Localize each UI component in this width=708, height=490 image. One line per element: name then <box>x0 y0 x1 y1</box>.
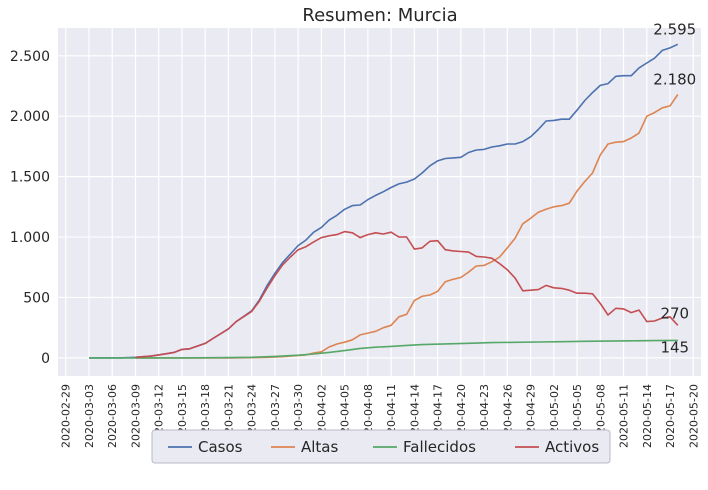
series-line-activos <box>135 230 679 359</box>
chart-title: Resumen: Murcia <box>302 5 457 26</box>
y-tick-label: 1.500 <box>10 170 50 186</box>
y-tick-label: 2.500 <box>10 49 50 65</box>
annotation-label: 145 <box>660 338 689 356</box>
y-tick-label: 1.000 <box>10 230 50 246</box>
series-line-fallecidos <box>89 339 678 359</box>
legend-label: Casos <box>198 438 243 456</box>
x-tick-label: 2020-05-14 <box>641 384 654 448</box>
legend-label: Altas <box>301 438 339 456</box>
grid <box>58 28 701 376</box>
legend-label: Fallecidos <box>403 438 476 456</box>
plot-area <box>58 28 701 376</box>
series-lines <box>89 43 679 359</box>
x-tick-label: 2020-03-06 <box>106 384 119 448</box>
y-tick-label: 500 <box>23 290 50 306</box>
legend: Casos Altas Fallecidos Activos <box>151 429 611 464</box>
x-tick-label: 2020-05-20 <box>687 384 700 448</box>
x-tick-label: 2020-03-09 <box>129 384 142 448</box>
y-tick-label: 0 <box>41 351 50 367</box>
y-axis-ticks: 0 500 1.000 1.500 2.000 2.500 <box>10 49 50 367</box>
x-tick-label: 2020-05-11 <box>618 384 631 448</box>
series-line-altas <box>135 94 679 359</box>
annotation-label: 270 <box>660 304 689 322</box>
x-tick-label: 2020-05-17 <box>664 384 677 448</box>
end-value-annotations: 2.595 2.180 270 145 <box>653 20 696 356</box>
annotation-label: 2.595 <box>653 20 696 38</box>
x-tick-label: 2020-02-29 <box>60 384 73 448</box>
annotation-label: 2.180 <box>653 70 696 88</box>
legend-label: Activos <box>545 438 599 456</box>
x-tick-label: 2020-03-03 <box>83 384 96 448</box>
y-tick-label: 2.000 <box>10 109 50 125</box>
